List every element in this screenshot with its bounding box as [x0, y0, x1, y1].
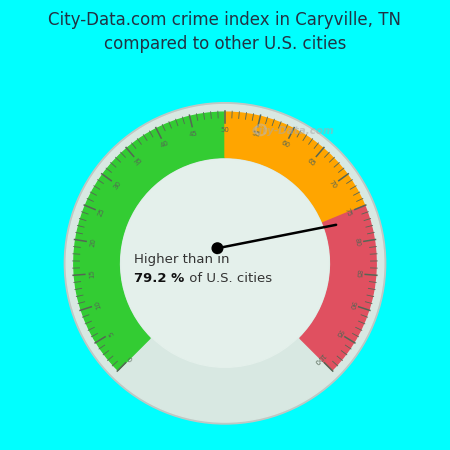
Text: City-Data.com crime index in Caryville, TN
compared to other U.S. cities: City-Data.com crime index in Caryville, … — [49, 11, 401, 53]
Text: 75: 75 — [344, 207, 353, 217]
Text: 79.2 %: 79.2 % — [134, 272, 184, 285]
Text: Higher than in: Higher than in — [134, 253, 230, 266]
Text: 15: 15 — [89, 269, 95, 279]
Text: of U.S. cities: of U.S. cities — [185, 272, 272, 285]
Text: City-Data.com: City-Data.com — [252, 126, 334, 136]
Text: 5: 5 — [108, 330, 115, 337]
Text: 95: 95 — [334, 328, 344, 338]
Text: 10: 10 — [94, 299, 102, 310]
Circle shape — [64, 103, 386, 424]
Text: 40: 40 — [159, 140, 170, 149]
Text: 25: 25 — [97, 207, 106, 217]
Circle shape — [212, 243, 223, 253]
Circle shape — [66, 104, 384, 422]
Text: 90: 90 — [348, 299, 356, 310]
Wedge shape — [74, 112, 225, 370]
Text: 30: 30 — [112, 180, 122, 190]
Text: 50: 50 — [220, 127, 230, 133]
Wedge shape — [225, 112, 364, 223]
Text: 0: 0 — [127, 354, 135, 361]
Text: 60: 60 — [280, 140, 291, 149]
Text: 35: 35 — [133, 157, 144, 167]
Text: 45: 45 — [189, 130, 199, 138]
Circle shape — [121, 159, 329, 367]
Text: 100: 100 — [312, 351, 326, 364]
Text: 65: 65 — [306, 157, 317, 167]
Text: 20: 20 — [90, 238, 97, 248]
Wedge shape — [300, 206, 376, 370]
Text: 70: 70 — [328, 180, 338, 190]
Text: 80: 80 — [353, 238, 360, 248]
Text: 85: 85 — [355, 269, 361, 279]
Text: 55: 55 — [251, 130, 261, 138]
